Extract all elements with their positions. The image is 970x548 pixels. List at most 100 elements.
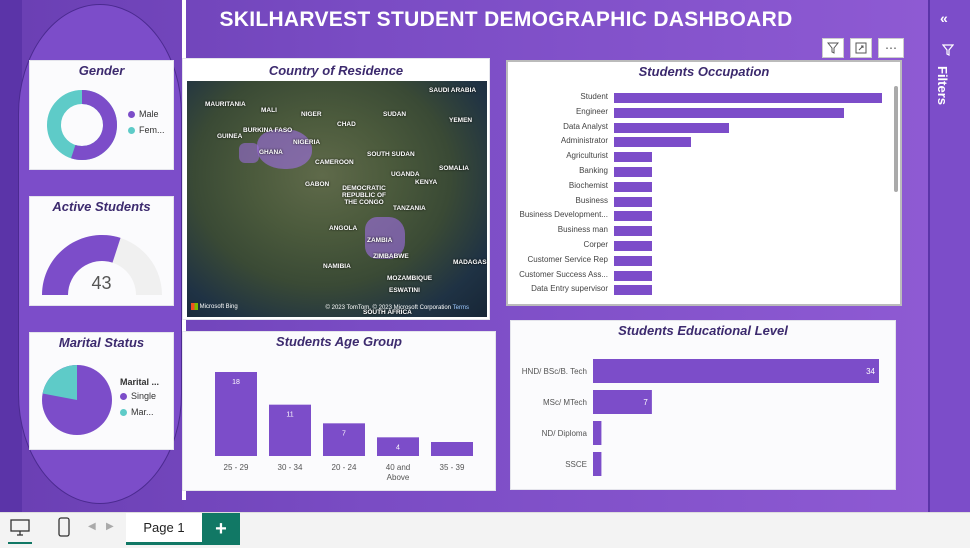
desktop-view-icon[interactable] [10,519,30,537]
prev-page-icon[interactable]: ◀ [88,521,96,532]
legend-item-married[interactable]: Mar... [120,407,159,417]
mobile-view-icon[interactable] [58,517,70,537]
map-view[interactable]: MAURITANIA MALI NIGER CHAD SUDAN SAUDI ARABIA… [187,81,487,317]
age-bar[interactable] [431,442,473,456]
occupation-bar[interactable] [614,241,653,251]
occupation-bar[interactable] [614,93,882,103]
age-bar[interactable] [215,372,257,456]
occupation-bar[interactable] [614,122,729,133]
active-students-title: Active Students [52,199,151,214]
occupation-bar[interactable] [614,152,653,163]
education-bar-value-label: 7 [643,398,648,407]
occupation-scrollbar[interactable] [894,86,898,192]
legend-item-single[interactable]: Single [120,391,159,401]
active-students-card[interactable]: Active Students 43 [29,196,174,306]
age-bar-value-label: 4 [396,444,400,451]
occupation-card[interactable]: Students Occupation Student Engineer Data … [506,60,902,306]
education-title: Students Educational Level [618,323,788,338]
map-label: KENYA [415,179,438,186]
education-chart[interactable]: HND/ BSc/B. Tech 34 MSc/ MTech 7 ND/ Diploma… [511,321,897,491]
collapse-icon[interactable]: « [940,10,948,26]
gender-legend: Male Fem... [128,109,165,141]
age-bar-value-label: 18 [232,379,240,386]
filter-icon[interactable] [822,38,844,58]
education-bar[interactable] [593,452,602,476]
bottom-bar: ◀ ▶ Page 1 + [0,512,970,548]
age-category-label: 30 - 34 [278,463,303,472]
filters-label[interactable]: Filters [935,66,950,106]
occupation-bar[interactable] [614,270,653,281]
map-label: SAUDI ARABIA [429,87,477,94]
occupation-category-label: Customer Service Rep [527,254,608,264]
legend-item-female[interactable]: Fem... [128,125,165,135]
occupation-bar[interactable] [614,226,653,237]
next-page-icon[interactable]: ▶ [106,521,114,532]
map-label: GABON [305,181,330,188]
map-label: ANGOLA [329,225,358,232]
marital-status-card[interactable]: Marital Status Marital ... Single Mar... [29,332,174,450]
legend-item-male[interactable]: Male [128,109,165,119]
marital-pie[interactable] [40,363,114,437]
age-group-card[interactable]: Students Age Group 18 25 - 29 11 30 - 34 7 20… [182,331,496,491]
map-label: DEMOCRATIC REPUBLIC OF THE CONGO [341,185,387,206]
filter-pane-icon [942,44,954,56]
marital-status-title: Marital Status [58,335,145,350]
gender-card[interactable]: Gender Male Fem... [29,60,174,170]
map-label: NIGERIA [293,139,321,146]
age-category-label: 20 - 24 [332,463,357,472]
map-region-nigeria[interactable] [257,129,312,169]
map-label: ESWATINI [389,287,420,294]
map-label: ZAMBIA [367,237,393,244]
map-label: GUINEA [217,133,243,140]
age-category-label: 40 and [386,463,410,472]
occupation-category-label: Banking [579,166,608,175]
education-bar[interactable] [593,421,602,445]
age-bar[interactable] [377,437,419,456]
age-bar[interactable] [269,404,311,456]
occupation-bar[interactable] [614,285,653,296]
occupation-category-label: Data Analyst [563,121,608,131]
gender-donut[interactable] [44,87,120,163]
map-terms-link[interactable]: Terms [452,305,469,311]
education-category-label: ND/ Diploma [542,429,588,438]
education-card[interactable]: Students Educational Level HND/ BSc/B. T… [510,320,896,490]
map-region-ghana[interactable] [239,143,259,163]
map-region-zambia[interactable] [365,217,405,259]
map-label: SOUTH SUDAN [367,151,415,158]
focus-mode-icon[interactable] [850,38,872,58]
map-label: SUDAN [383,111,407,118]
occupation-bar[interactable] [614,211,653,222]
filters-pane[interactable]: « [928,0,970,512]
map-title: Country of Residence [268,63,404,78]
more-options-icon[interactable]: ⋯ [878,38,904,58]
education-bar[interactable] [593,359,879,383]
occupation-bar[interactable] [614,196,653,207]
age-category-label: Above [387,473,410,482]
add-page-button[interactable]: + [202,513,240,545]
active-students-gauge[interactable] [32,223,172,299]
occupation-bar[interactable] [614,255,653,266]
occupation-bar[interactable] [614,181,653,192]
occupation-category-label: Customer Success Ass... [519,269,608,279]
occupation-category-label: Business man [557,225,608,235]
age-group-title: Students Age Group [276,334,402,349]
country-map-card[interactable]: Country of Residence MAURITANIA MALI NIGER… [182,58,490,320]
map-label: CAMEROON [315,159,354,166]
occupation-title: Students Occupation [638,64,770,79]
map-label: YEMEN [449,117,473,124]
education-bar-value-label: 34 [866,367,875,376]
map-label: MADAGASCAR [453,259,487,266]
age-bar-value-label: 11 [286,412,293,419]
desktop-view-underline [8,542,32,544]
occupation-bar[interactable] [614,137,691,148]
tab-page-1[interactable]: Page 1 [126,513,202,545]
age-bar[interactable] [323,423,365,456]
map-label: TANZANIA [393,205,426,212]
occupation-bar[interactable] [614,107,844,118]
education-bar[interactable] [593,390,652,414]
map-label: NAMIBIA [323,263,351,270]
occupation-bar[interactable] [614,167,653,177]
map-label: NIGER [301,111,322,118]
occupation-category-label: Data Entry supervisor [531,284,608,294]
